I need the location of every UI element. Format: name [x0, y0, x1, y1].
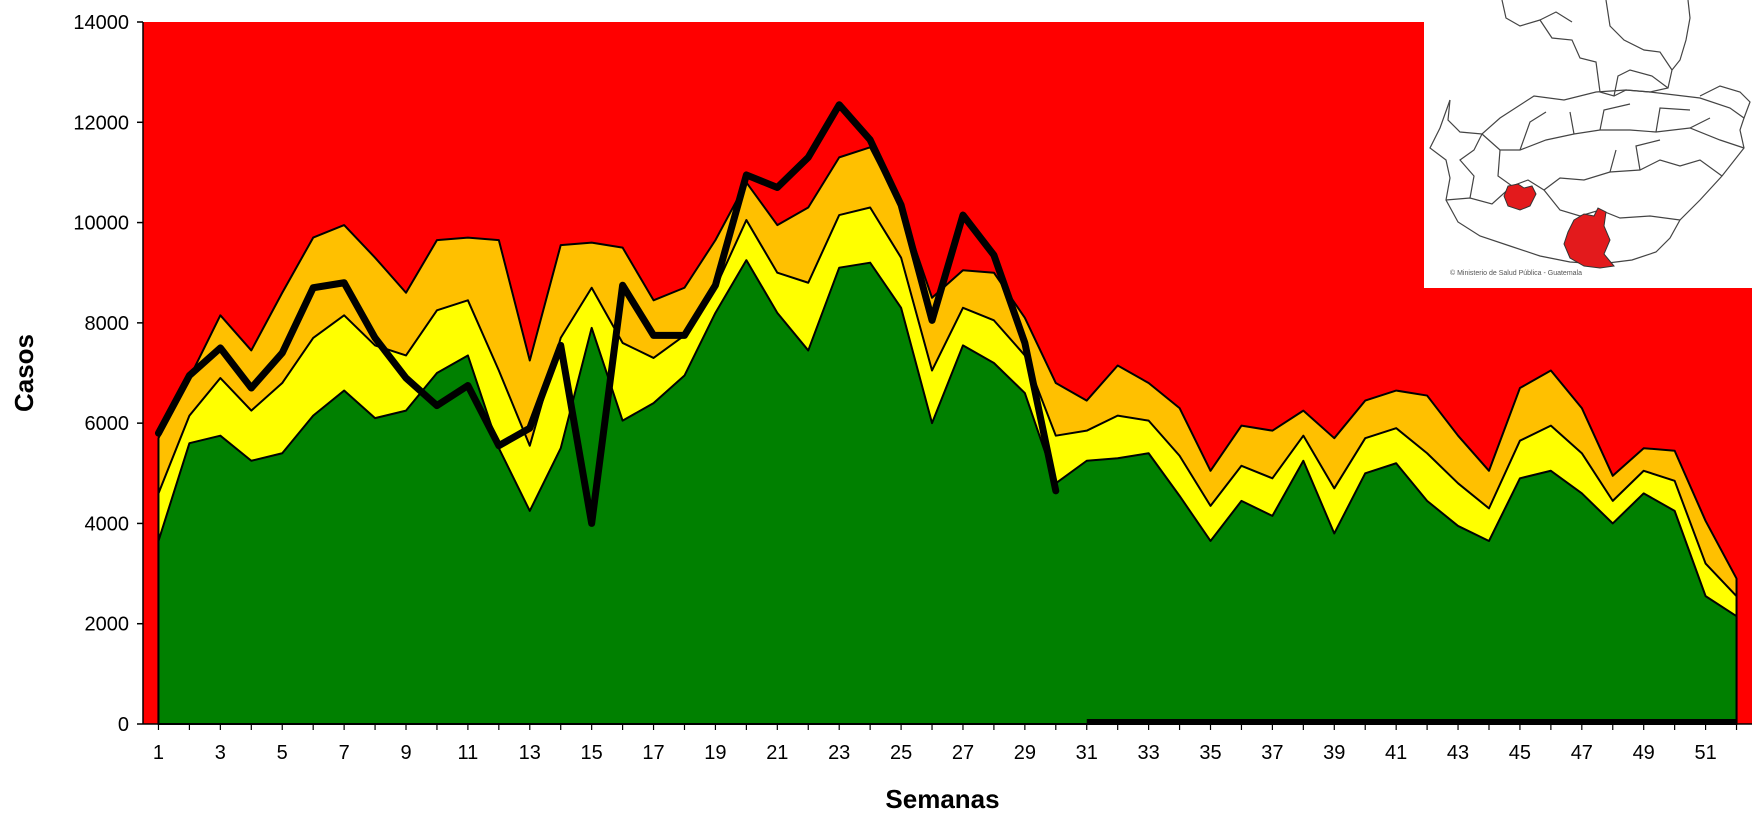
x-tick-labels: 1 3 5 7 9 11 13 15 17 19 21 23 25 27 29 31 33 35 37 39 41 43 4…: [153, 742, 1717, 764]
series-point: [310, 285, 316, 291]
x-tick-label: 25: [890, 742, 912, 764]
series-point: [279, 350, 285, 356]
y-tick-label: 4000: [85, 513, 130, 535]
series-point: [558, 342, 564, 348]
x-tick-label: 15: [581, 742, 603, 764]
axes-group: [137, 21, 1752, 730]
x-tick-label: 29: [1014, 742, 1036, 764]
series-point: [465, 383, 471, 389]
x-tick-label: 51: [1694, 742, 1716, 764]
y-axis-title: Casos: [9, 334, 39, 412]
inset-map: © Ministerio de Salud Pública - Guatemal…: [1424, 0, 1752, 288]
inset-map-credit: © Ministerio de Salud Pública - Guatemal…: [1450, 269, 1582, 277]
x-tick-label: 23: [828, 742, 850, 764]
x-tick-label: 49: [1633, 742, 1655, 764]
series-point: [743, 172, 749, 178]
highlighted-department-west: [1503, 183, 1537, 211]
y-tick-label: 6000: [85, 413, 130, 435]
series-line-3-segment-0: [154, 101, 1060, 527]
x-axis-title: Semanas: [885, 784, 999, 814]
series-point: [991, 252, 997, 258]
series-point: [434, 403, 440, 409]
series-point: [867, 137, 873, 143]
x-tick-label: 1: [153, 742, 164, 764]
x-tick-label: 21: [766, 742, 788, 764]
series-point: [1053, 488, 1059, 494]
series-point: [1022, 340, 1028, 346]
series-point: [248, 385, 254, 391]
series-point: [217, 345, 223, 351]
series-point: [527, 425, 533, 431]
x-tick-label: 37: [1261, 742, 1283, 764]
y-tick-label: 0: [118, 714, 129, 736]
x-tick-label: 9: [400, 742, 411, 764]
y-tick-label: 10000: [73, 213, 129, 235]
y-tick-label: 8000: [85, 313, 130, 335]
series-point: [712, 282, 718, 288]
x-tick-label: 41: [1385, 742, 1407, 764]
series-point: [774, 184, 780, 190]
x-tick-label: 27: [952, 742, 974, 764]
highlighted-department-south: [1563, 207, 1615, 269]
series-point: [589, 520, 595, 526]
x-tick-label: 45: [1509, 742, 1531, 764]
series-point: [929, 317, 935, 323]
series-point: [186, 373, 192, 379]
x-tick-label: 7: [339, 742, 350, 764]
x-tick-label: 13: [519, 742, 541, 764]
series-point: [155, 430, 161, 436]
series-point: [372, 335, 378, 341]
series-point: [836, 102, 842, 108]
series-point: [805, 154, 811, 160]
series-point: [496, 443, 502, 449]
series-point: [681, 332, 687, 338]
x-tick-label: 31: [1076, 742, 1098, 764]
series-point: [960, 212, 966, 218]
x-tick-label: 3: [215, 742, 226, 764]
x-tick-label: 35: [1199, 742, 1221, 764]
area-series-group: [157, 146, 1738, 725]
line-series-group: [154, 101, 1737, 725]
y-tick-labels: 0 2000 4000 6000 8000 10000 12000 14000: [73, 12, 129, 736]
x-tick-label: 39: [1323, 742, 1345, 764]
series-point: [620, 282, 626, 288]
area-series-2: [157, 259, 1738, 725]
x-tick-label: 17: [642, 742, 664, 764]
y-tick-label: 14000: [73, 12, 129, 34]
x-tick-label: 43: [1447, 742, 1469, 764]
series-point: [403, 375, 409, 381]
x-tick-label: 11: [458, 742, 479, 764]
series-point: [341, 280, 347, 286]
x-tick-label: 33: [1138, 742, 1160, 764]
y-tick-label: 12000: [73, 112, 129, 134]
x-tick-label: 5: [277, 742, 288, 764]
series-point: [651, 332, 657, 338]
x-tick-label: 19: [704, 742, 726, 764]
series-point: [898, 202, 904, 208]
x-tick-label: 47: [1571, 742, 1593, 764]
y-tick-label: 2000: [85, 614, 130, 636]
